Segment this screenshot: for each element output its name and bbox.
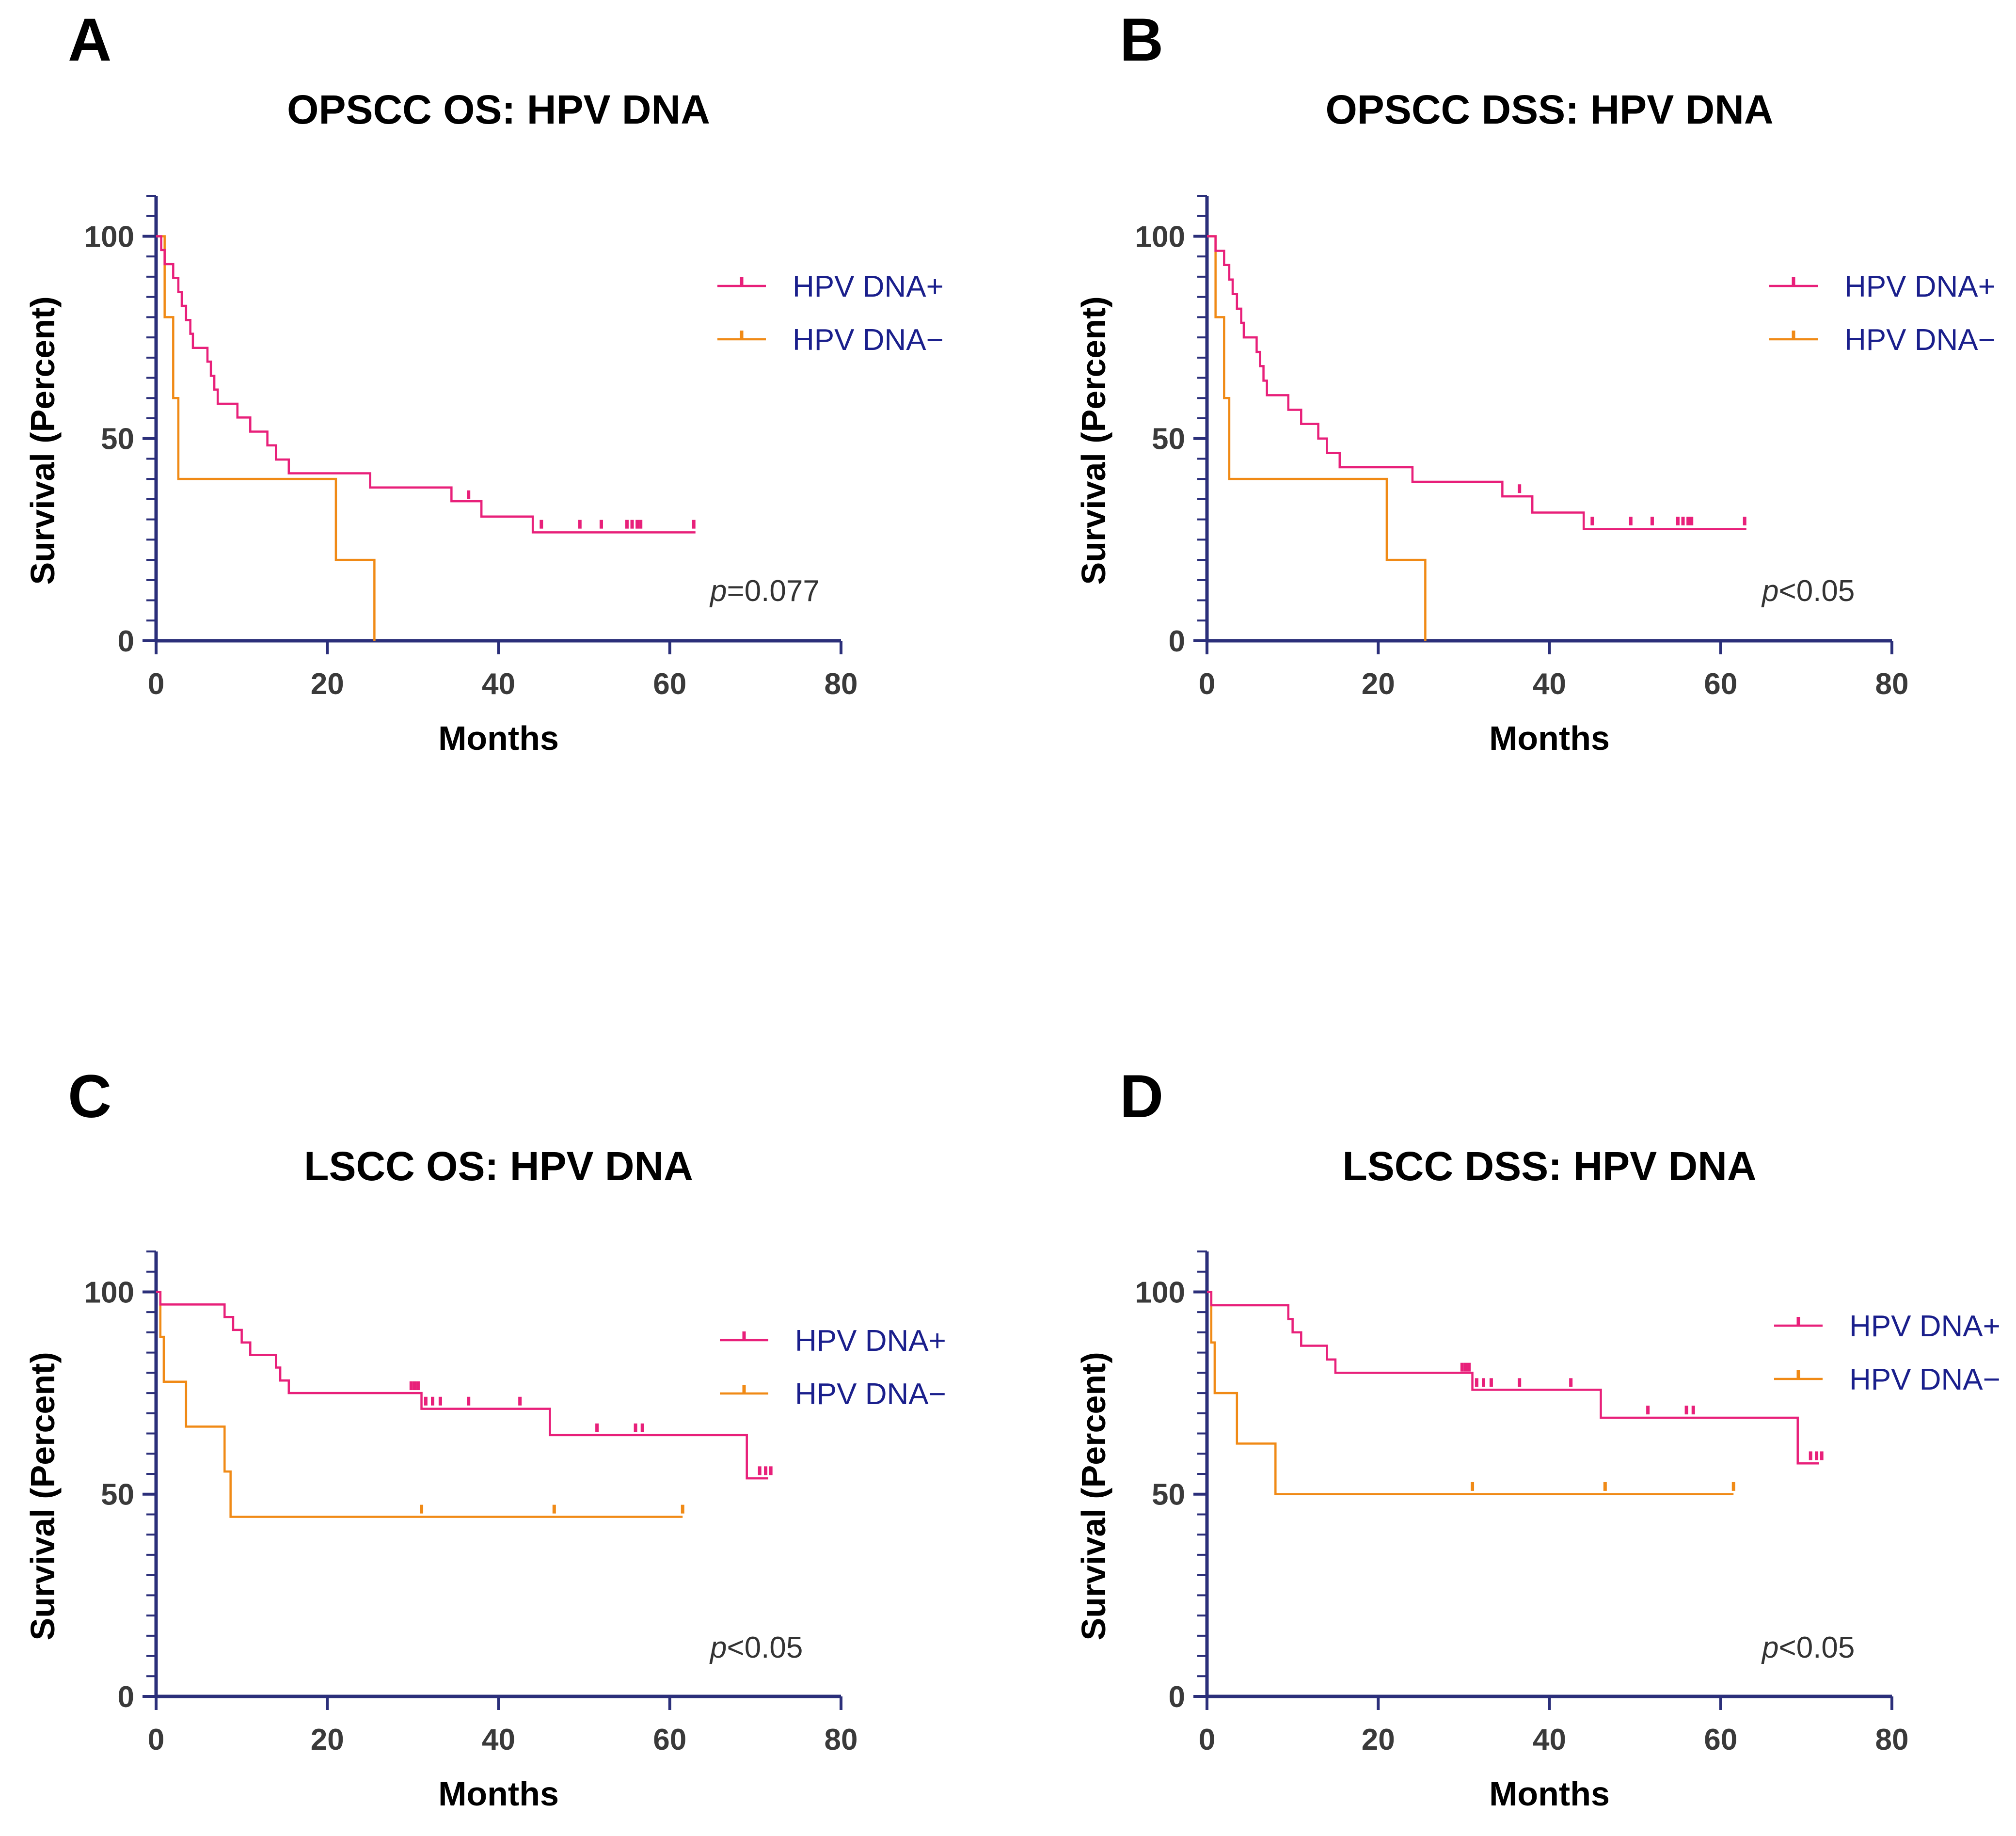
x-tick-label: 40 <box>482 1723 515 1757</box>
x-tick-label: 0 <box>148 1723 164 1757</box>
panel-letter: A <box>68 6 111 74</box>
survival-curve <box>1207 235 1746 530</box>
y-tick-label: 100 <box>1135 220 1185 253</box>
y-axis-label: Survival (Percent) <box>1075 296 1112 585</box>
x-tick-label: 80 <box>825 1723 858 1757</box>
x-tick-label: 20 <box>1362 1723 1395 1757</box>
legend-label: HPV DNA+ <box>1844 270 1996 303</box>
legend-label: HPV DNA− <box>1844 323 1996 357</box>
panel-letter: C <box>68 1063 111 1130</box>
panel-d: D LSCC DSS: HPV DNA 0 50 100 0 20 40 60 80 Months S… <box>1075 1063 2000 1813</box>
x-axis-label: Months <box>438 719 559 757</box>
x-tick-label: 80 <box>1875 667 1909 701</box>
legend-label: HPV DNA− <box>1849 1363 2000 1396</box>
p-value: p<0.05 <box>709 1631 803 1664</box>
legend-label: HPV DNA− <box>795 1377 946 1411</box>
series-hpv-dna-neg <box>156 235 376 641</box>
survival-curve <box>156 235 696 534</box>
series-hpv-dna-neg <box>156 1291 684 1518</box>
y-tick-label: 0 <box>118 1680 134 1714</box>
x-tick-label: 20 <box>311 1723 344 1757</box>
y-axis-label: Survival (Percent) <box>24 1352 62 1640</box>
x-tick-label: 80 <box>825 667 858 701</box>
p-value: p=0.077 <box>709 574 820 608</box>
y-tick-label: 0 <box>1169 1680 1185 1714</box>
x-axis-label: Months <box>1489 719 1610 757</box>
survival-curve <box>156 1291 683 1518</box>
y-axis-label: Survival (Percent) <box>1075 1352 1112 1640</box>
y-tick-label: 100 <box>84 1276 134 1309</box>
series-hpv-dna-pos <box>156 1291 773 1480</box>
survival-curve <box>1207 1291 1819 1465</box>
series-hpv-dna-pos <box>1207 235 1746 530</box>
p-value-number: <0.05 <box>1778 574 1855 608</box>
series-hpv-dna-neg <box>1207 235 1427 641</box>
y-tick-label: 50 <box>101 423 134 456</box>
panel-b: B OPSCC DSS: HPV DNA 0 50 100 0 20 40 60 80 Months… <box>1075 6 1996 757</box>
p-value: p<0.05 <box>1761 1631 1855 1664</box>
panel-c: C LSCC OS: HPV DNA 0 50 100 0 20 40 60 80 Months Su… <box>24 1063 946 1813</box>
series-hpv-dna-neg <box>1207 1291 1735 1495</box>
x-tick-label: 0 <box>1199 1723 1215 1757</box>
legend-label: HPV DNA+ <box>793 270 944 303</box>
x-tick-label: 20 <box>311 667 344 701</box>
y-axis-label: Survival (Percent) <box>24 296 62 585</box>
y-tick-label: 50 <box>101 1478 134 1512</box>
x-tick-label: 60 <box>1704 1723 1737 1757</box>
y-tick-label: 50 <box>1152 1478 1185 1512</box>
p-value-symbol: p <box>1761 1631 1778 1664</box>
x-axis-label: Months <box>1489 1775 1610 1813</box>
legend-label: HPV DNA− <box>793 323 944 357</box>
p-value-symbol: p <box>1761 574 1778 608</box>
x-tick-label: 40 <box>1533 1723 1566 1757</box>
x-tick-label: 80 <box>1875 1723 1909 1757</box>
y-tick-label: 100 <box>84 220 134 253</box>
y-tick-label: 100 <box>1135 1276 1185 1309</box>
x-tick-label: 40 <box>1533 667 1566 701</box>
p-value-symbol: p <box>709 1631 727 1664</box>
x-tick-label: 60 <box>653 667 686 701</box>
y-tick-label: 50 <box>1152 423 1185 456</box>
chart-title: LSCC OS: HPV DNA <box>304 1143 693 1189</box>
p-value-number: =0.077 <box>727 574 819 608</box>
y-tick-label: 0 <box>1169 625 1185 658</box>
survival-curve <box>1207 235 1427 641</box>
y-tick-label: 0 <box>118 625 134 658</box>
chart-title: LSCC DSS: HPV DNA <box>1342 1143 1756 1189</box>
p-value-symbol: p <box>709 574 727 608</box>
chart-title: OPSCC OS: HPV DNA <box>287 87 710 132</box>
survival-curve <box>156 235 376 641</box>
legend-label: HPV DNA+ <box>1849 1310 2000 1343</box>
x-tick-label: 20 <box>1362 667 1395 701</box>
series-hpv-dna-pos <box>156 235 696 534</box>
panel-a: A OPSCC OS: HPV DNA 0 50 100 0 20 40 60 80 Months S… <box>24 6 944 757</box>
survival-curve <box>1207 1291 1734 1495</box>
legend-label: HPV DNA+ <box>795 1324 946 1358</box>
x-tick-label: 60 <box>1704 667 1737 701</box>
chart-title: OPSCC DSS: HPV DNA <box>1325 87 1773 132</box>
x-tick-label: 40 <box>482 667 515 701</box>
x-axis-label: Months <box>438 1775 559 1813</box>
panel-letter: B <box>1120 6 1163 74</box>
panel-letter: D <box>1120 1063 1163 1130</box>
series-hpv-dna-pos <box>1207 1291 1824 1465</box>
p-value-number: <0.05 <box>1778 1631 1855 1664</box>
x-tick-label: 0 <box>1199 667 1215 701</box>
p-value: p<0.05 <box>1761 574 1855 608</box>
x-tick-label: 0 <box>148 667 164 701</box>
p-value-number: <0.05 <box>727 1631 803 1664</box>
x-tick-label: 60 <box>653 1723 686 1757</box>
survival-curve <box>156 1291 768 1480</box>
